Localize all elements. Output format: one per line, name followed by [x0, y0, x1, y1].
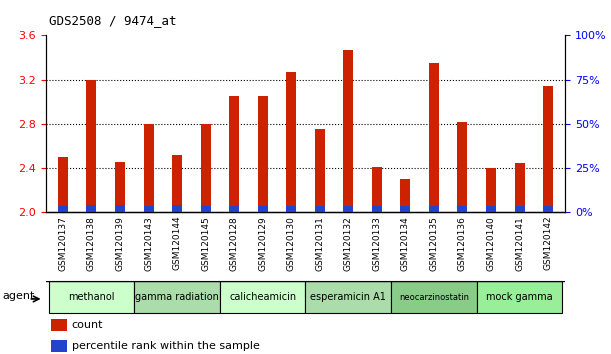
Bar — [458, 122, 467, 212]
Bar — [134, 281, 220, 313]
Text: mock gamma: mock gamma — [486, 292, 553, 302]
Text: GSM120143: GSM120143 — [144, 216, 153, 270]
Bar — [315, 206, 325, 212]
Bar — [372, 167, 382, 212]
Bar — [87, 205, 97, 212]
Bar — [220, 281, 306, 313]
Bar — [486, 168, 496, 212]
Text: GSM120142: GSM120142 — [544, 216, 552, 270]
Text: methanol: methanol — [68, 292, 115, 302]
Text: GSM120138: GSM120138 — [87, 216, 96, 271]
Text: GSM120131: GSM120131 — [315, 216, 324, 271]
Bar — [172, 205, 182, 212]
Text: GSM120140: GSM120140 — [486, 216, 496, 270]
Bar — [400, 206, 411, 212]
Bar — [229, 206, 239, 212]
Bar — [315, 130, 325, 212]
Bar — [258, 206, 268, 212]
Bar — [115, 205, 125, 212]
Bar — [343, 50, 353, 212]
Text: GSM120129: GSM120129 — [258, 216, 267, 270]
Bar — [458, 206, 467, 212]
Bar — [144, 124, 153, 212]
Bar — [429, 206, 439, 212]
Bar — [429, 63, 439, 212]
Text: GSM120139: GSM120139 — [115, 216, 125, 271]
Bar — [543, 206, 553, 212]
Text: GDS2508 / 9474_at: GDS2508 / 9474_at — [49, 14, 177, 27]
Bar — [543, 86, 553, 212]
Text: esperamicin A1: esperamicin A1 — [310, 292, 386, 302]
Text: count: count — [72, 320, 103, 330]
Text: GSM120145: GSM120145 — [201, 216, 210, 270]
Bar — [306, 281, 391, 313]
Bar — [514, 162, 524, 212]
Text: agent: agent — [2, 291, 35, 301]
Bar — [258, 96, 268, 212]
Bar — [400, 179, 411, 212]
Bar — [172, 155, 182, 212]
Text: GSM120134: GSM120134 — [401, 216, 410, 270]
Text: GSM120132: GSM120132 — [344, 216, 353, 270]
Bar — [87, 80, 97, 212]
Bar — [343, 206, 353, 212]
Text: GSM120128: GSM120128 — [230, 216, 239, 270]
Bar — [200, 124, 211, 212]
Bar — [372, 206, 382, 212]
Bar — [391, 281, 477, 313]
Text: neocarzinostatin: neocarzinostatin — [399, 293, 469, 302]
Text: GSM120133: GSM120133 — [372, 216, 381, 271]
Text: gamma radiation: gamma radiation — [135, 292, 219, 302]
Bar — [286, 72, 296, 212]
Bar — [477, 281, 562, 313]
Text: GSM120141: GSM120141 — [515, 216, 524, 270]
Text: calicheamicin: calicheamicin — [229, 292, 296, 302]
Bar — [115, 161, 125, 212]
Bar — [200, 206, 211, 212]
Bar — [229, 96, 239, 212]
Text: GSM120136: GSM120136 — [458, 216, 467, 271]
Text: percentile rank within the sample: percentile rank within the sample — [72, 341, 260, 351]
Bar — [58, 206, 68, 212]
Bar — [286, 206, 296, 212]
Bar — [486, 206, 496, 212]
Text: GSM120135: GSM120135 — [430, 216, 439, 271]
Bar — [514, 206, 524, 212]
Bar — [51, 341, 67, 352]
Text: GSM120137: GSM120137 — [59, 216, 67, 271]
Bar — [144, 206, 153, 212]
Bar — [51, 319, 67, 331]
Bar — [49, 281, 134, 313]
Text: GSM120130: GSM120130 — [287, 216, 296, 271]
Bar — [58, 157, 68, 212]
Text: GSM120144: GSM120144 — [172, 216, 181, 270]
